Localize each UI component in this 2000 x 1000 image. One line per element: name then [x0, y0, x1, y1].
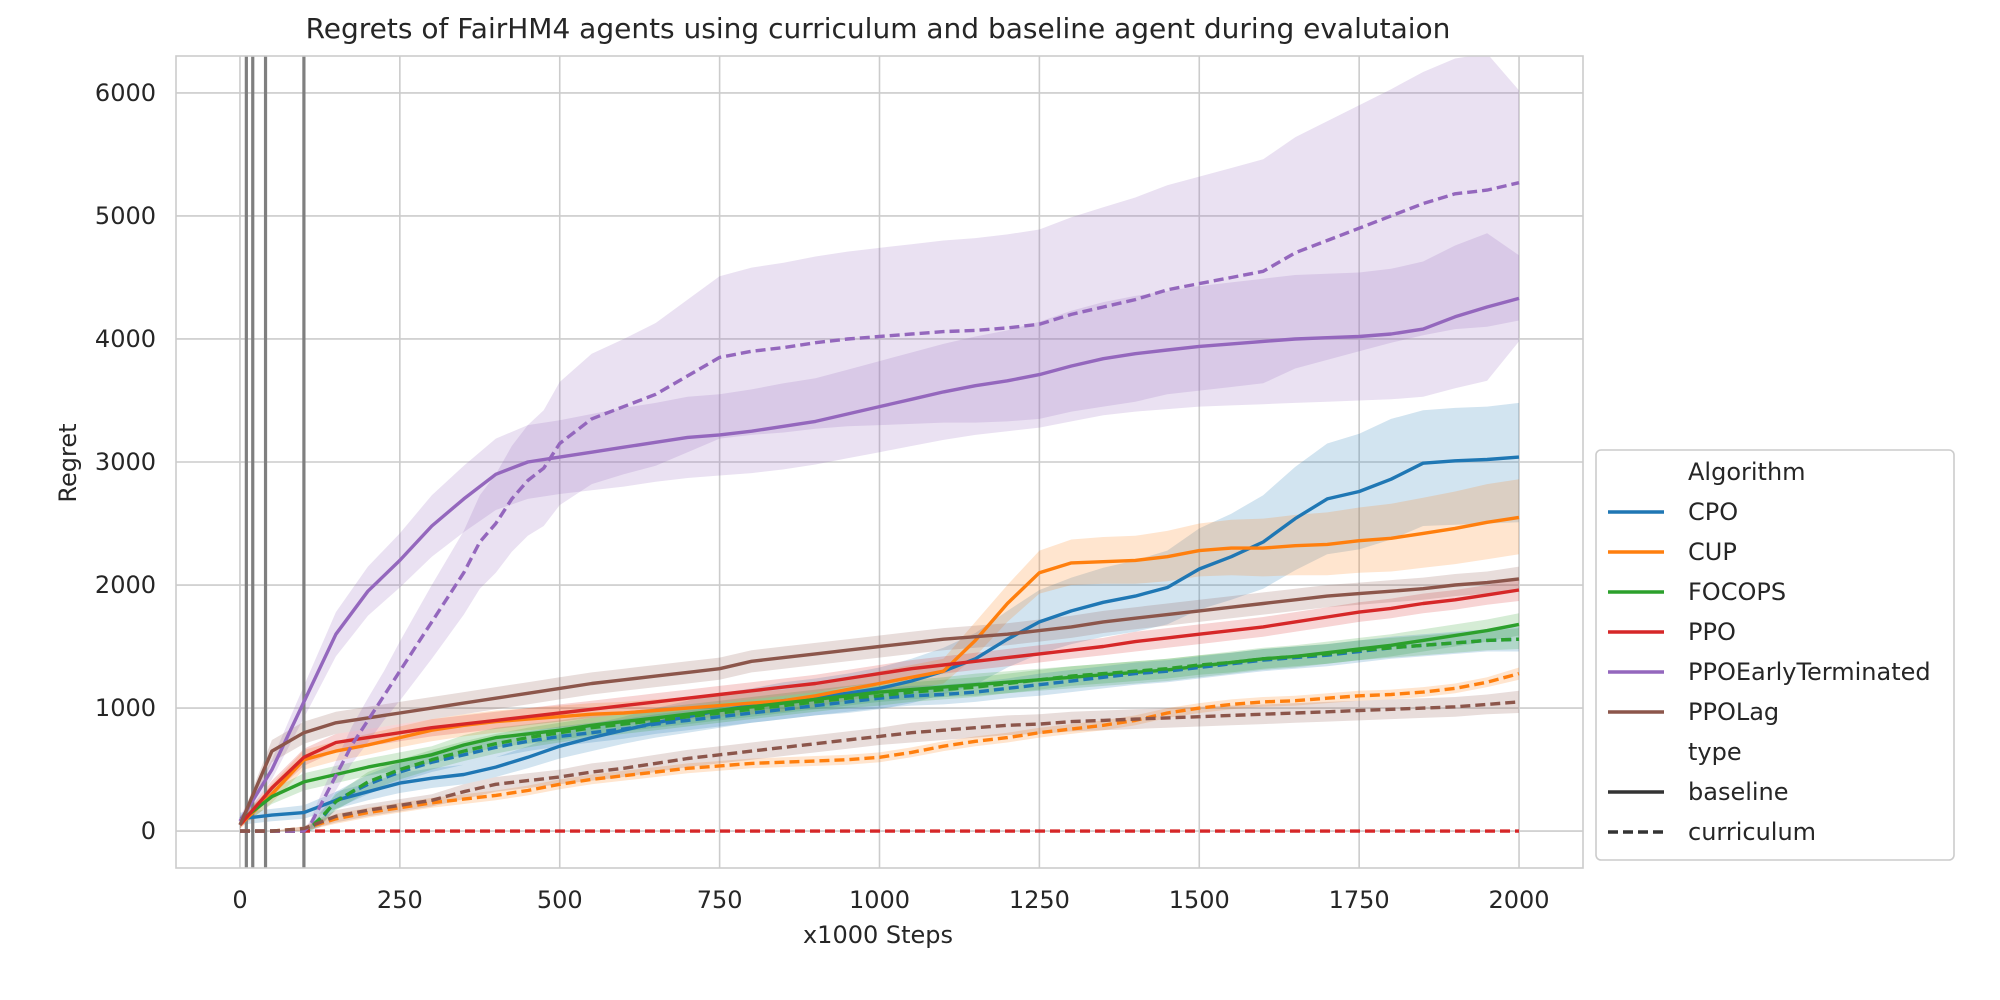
- line-ppoearlyterminated-curriculum: [240, 181, 1520, 833]
- y-tick-label: 5000: [95, 202, 156, 230]
- x-tick-label: 1750: [1329, 886, 1390, 914]
- plot-area: 0 250 500 750 1000 1250 1500 1750 2000 0 1000 2000 3…: [95, 55, 1584, 914]
- line-focops-baseline: [238, 622, 1520, 823]
- legend-label: FOCOPS: [1688, 578, 1786, 606]
- series-group: [238, 56, 1520, 868]
- line-ppo-baseline: [238, 588, 1520, 827]
- y-tick-label: 6000: [95, 79, 156, 107]
- x-tick-label: 1500: [1169, 886, 1230, 914]
- plot-frame: [175, 55, 1584, 869]
- band-cpo-curriculum: [240, 626, 1519, 832]
- legend-label: baseline: [1688, 778, 1789, 806]
- legend-header: Algorithm: [1688, 458, 1806, 486]
- y-tick-label: 2000: [95, 571, 156, 599]
- x-axis-label: x1000 Steps: [803, 921, 953, 949]
- legend-label: PPOEarlyTerminated: [1688, 658, 1931, 686]
- y-tick-label: 1000: [95, 694, 156, 722]
- x-tick-label: 1000: [849, 886, 910, 914]
- x-tick-label: 250: [377, 886, 423, 914]
- y-tick-label: 0: [141, 817, 156, 845]
- band-ppoearlyterminated-baseline: [240, 233, 1519, 827]
- x-tick-label: 500: [537, 886, 583, 914]
- line-ppoearlyterminated-baseline: [238, 296, 1520, 823]
- band-cup-baseline: [240, 479, 1519, 829]
- band-ppolag-curriculum: [240, 690, 1519, 832]
- line-cpo-baseline: [239, 455, 1520, 821]
- y-tick-label: 4000: [95, 325, 156, 353]
- legend-header: type: [1688, 738, 1742, 766]
- x-tick-label: 750: [697, 886, 743, 914]
- band-ppoearlyterminated-curriculum: [240, 56, 1519, 832]
- legend: Algorithm CPO CUP FOCOPS PPO PPOEarlyTerminat…: [1595, 449, 1955, 861]
- legend-label: CUP: [1688, 538, 1737, 566]
- band-cpo-baseline: [240, 402, 1519, 825]
- band-ppo-baseline: [240, 578, 1519, 829]
- legend-box: [1595, 449, 1955, 861]
- y-tick-label: 3000: [95, 448, 156, 476]
- legend-label: PPO: [1688, 618, 1736, 646]
- legend-label: curriculum: [1688, 818, 1816, 846]
- x-tick-label: 0: [232, 886, 247, 914]
- x-tick-label: 1250: [1009, 886, 1070, 914]
- y-axis-label: Regret: [54, 423, 82, 502]
- line-ppolag-baseline: [238, 577, 1520, 826]
- x-tick-label: 2000: [1489, 886, 1550, 914]
- legend-label: CPO: [1688, 498, 1738, 526]
- line-cup-curriculum: [240, 671, 1520, 833]
- legend-label: PPOLag: [1688, 698, 1779, 726]
- chart-title: Regrets of FairHM4 agents using curricul…: [306, 12, 1451, 45]
- line-focops-curriculum: [240, 637, 1520, 833]
- line-ppolag-curriculum: [240, 700, 1520, 833]
